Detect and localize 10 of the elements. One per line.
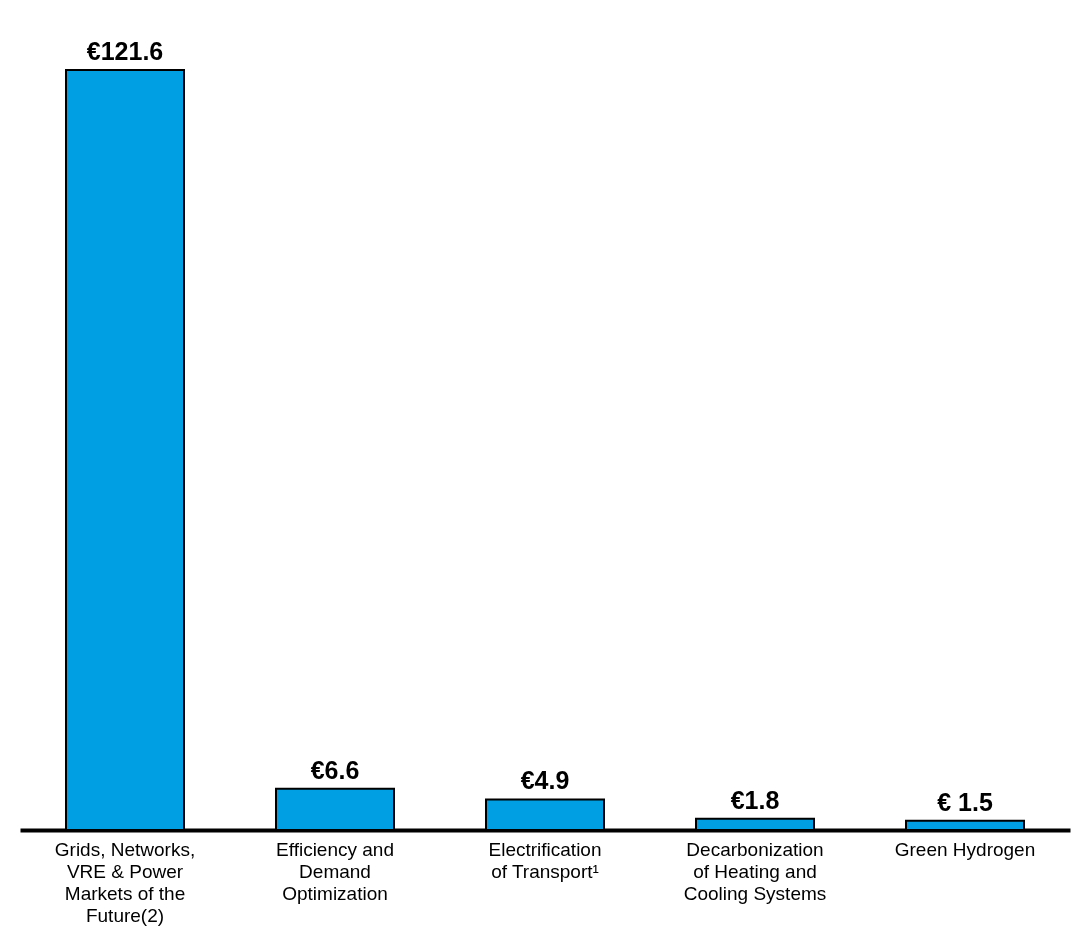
x-tick-label: Decarbonization of Heating and Cooling Systems [683, 838, 827, 904]
x-tick-label: Green Hydrogen [894, 838, 1036, 860]
data-label: €6.6 [310, 755, 360, 784]
data-label: €121.6 [86, 37, 164, 65]
data-label: €4.9 [520, 766, 570, 795]
x-tick-label: Efficiency and Demand Optimization [276, 838, 394, 904]
x-tick-label: Grids, Networks, VRE & Power Markets of the Future(2) [54, 838, 196, 926]
data-label: €1.8 [730, 785, 780, 814]
data-label: € 1.5 [937, 787, 993, 816]
x-tick-label: Electrification of Transport¹ [488, 838, 602, 882]
